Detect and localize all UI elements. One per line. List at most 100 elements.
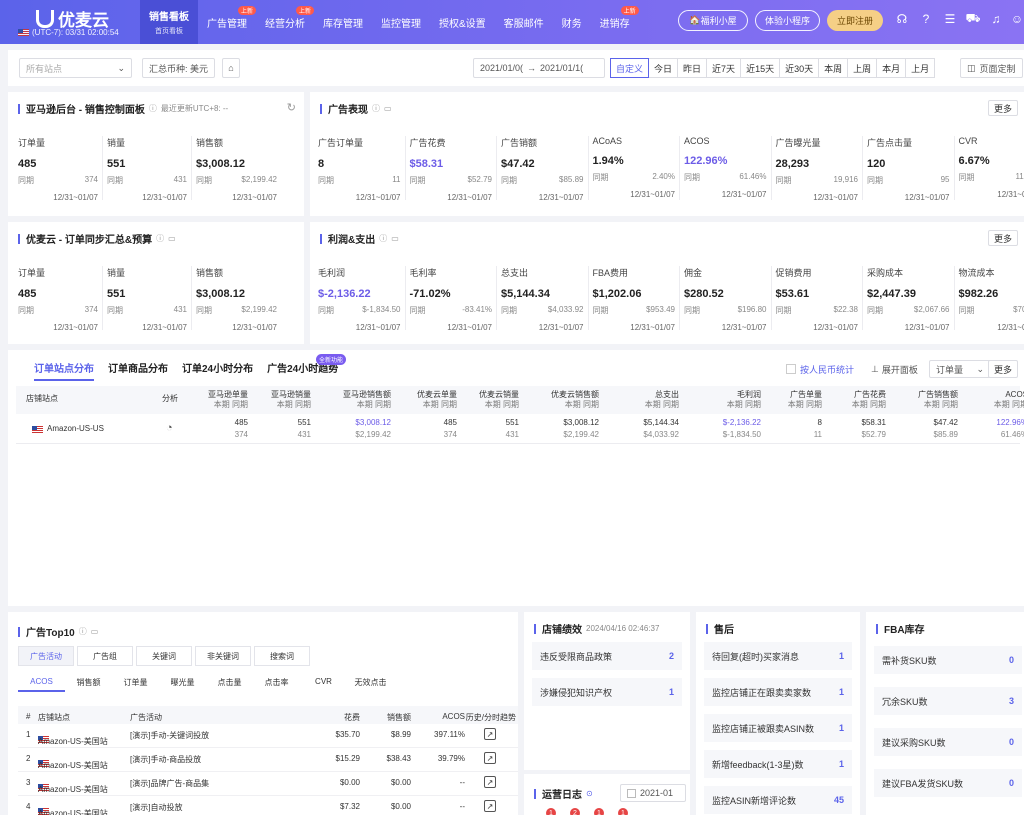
trend-chart-icon[interactable]: ↗: [484, 728, 496, 740]
help-icon[interactable]: ⓘ: [156, 234, 165, 243]
trend-chart-icon[interactable]: ↗: [484, 800, 496, 812]
nav-item-5[interactable]: 授权&设置: [430, 0, 495, 44]
trend-chart-icon[interactable]: ↗: [484, 776, 496, 788]
video-icon[interactable]: ▭: [384, 104, 392, 113]
nav-item-3[interactable]: 库存管理: [314, 0, 372, 44]
table-row[interactable]: 4 Amazon-US-美国站 [演示]自动投放 $7.32 $0.00 -- ↗: [18, 796, 518, 815]
layout-icon: ◫: [967, 62, 976, 73]
trend-chart-icon[interactable]: ↗: [484, 752, 496, 764]
refresh-icon[interactable]: ↻: [286, 102, 296, 114]
currency-select[interactable]: 汇总币种: 美元: [142, 58, 216, 78]
table-row[interactable]: 3 Amazon-US-美国站 [演示]品牌广告-商品集 $0.00 $0.00 -- ↗: [18, 772, 518, 796]
top10-metric-tab[interactable]: 点击率: [264, 678, 289, 687]
top10-metric-tab[interactable]: 点击量: [217, 678, 242, 687]
profit-more-button[interactable]: 更多: [987, 230, 1018, 246]
month-picker[interactable]: 2021-01: [620, 784, 686, 802]
pie-chart-icon[interactable]: ◔: [166, 422, 173, 434]
date-shortcut-button[interactable]: 上周: [848, 58, 878, 78]
top10-type-tab[interactable]: 广告组: [77, 646, 133, 666]
metric-select[interactable]: 订单量 ⌄: [929, 360, 991, 378]
dist-tab[interactable]: 订单24小时分布: [182, 364, 254, 375]
list-item-label: 待回复(超时)买家消息: [712, 651, 799, 662]
top10-type-tab[interactable]: 非关键词: [195, 646, 251, 666]
help-icon[interactable]: ⓘ: [379, 234, 388, 243]
top10-metric-tab[interactable]: 无效点击: [354, 678, 387, 687]
list-item[interactable]: 冗余SKU数 3: [874, 687, 1022, 715]
site-name: Amazon-US-美国站: [38, 737, 108, 746]
video-icon[interactable]: ▭: [391, 234, 399, 243]
list-item[interactable]: 涉嫌侵犯知识产权 1: [532, 678, 682, 706]
nav-item-7[interactable]: 财务: [553, 0, 591, 44]
list-item[interactable]: 监控ASIN新增评论数 45: [704, 786, 852, 814]
list-item[interactable]: 违反受限商品政策 2: [532, 642, 682, 670]
dist-tab[interactable]: 广告24小时趋势: [267, 364, 339, 375]
top10-metric-tab[interactable]: 销售额: [76, 678, 101, 687]
list-item-count: 1: [838, 687, 844, 697]
list-item[interactable]: 建议采购SKU数 0: [874, 728, 1022, 756]
calendar-icon: [627, 788, 636, 798]
help-icon[interactable]: ⓘ: [148, 104, 157, 113]
date-shortcut-button[interactable]: 昨日: [678, 58, 708, 78]
top10-metric-tab[interactable]: ACOS: [18, 677, 65, 692]
list-item-count: 3: [1008, 696, 1014, 706]
message-icon[interactable]: ☰: [944, 12, 956, 26]
list-item[interactable]: 建议FBA发货SKU数 0: [874, 769, 1022, 797]
table-row[interactable]: 2 Amazon-US-美国站 [演示]手动-商品投放 $15.29 $38.43 39.…: [18, 748, 518, 772]
ads-more-button[interactable]: 更多: [987, 100, 1018, 116]
calendar-count-badge: 1: [618, 808, 628, 815]
list-item[interactable]: 新增feedback(1-3星)数 1: [704, 750, 852, 778]
top10-type-tab[interactable]: 搜索词: [254, 646, 310, 666]
nav-item-0[interactable]: 销售看板 首页看板: [140, 0, 198, 44]
list-item[interactable]: 监控店铺正在跟卖卖家数 1: [704, 678, 852, 706]
bell-icon[interactable]: ♫: [991, 12, 1001, 26]
table-row[interactable]: 1 Amazon-US-美国站 [演示]手动-关键词投放 $35.70 $8.99 397…: [18, 724, 518, 748]
date-shortcut-button[interactable]: 本月: [877, 58, 907, 78]
list-item[interactable]: 监控店铺正被跟卖ASIN数 1: [704, 714, 852, 742]
checkbox[interactable]: [786, 364, 796, 374]
video-icon[interactable]: ▭: [90, 627, 99, 636]
date-shortcut-button[interactable]: 本周: [819, 58, 849, 78]
home-icon[interactable]: ⌂: [222, 58, 240, 78]
top10-type-tab[interactable]: 关键词: [136, 646, 192, 666]
dist-tab[interactable]: 订单商品分布: [108, 364, 168, 375]
cart-icon[interactable]: ⛟: [965, 11, 981, 25]
miniapp-button[interactable]: 体验小程序: [755, 10, 820, 31]
dist-tab[interactable]: 订单站点分布: [34, 360, 94, 381]
nav-item-8[interactable]: 进销存 上新: [591, 0, 639, 44]
top10-type-tab[interactable]: 广告活动: [18, 646, 74, 666]
user-icon[interactable]: ☺: [1010, 12, 1024, 26]
nav-item-2[interactable]: 经营分析 上新: [256, 0, 314, 44]
help-icon[interactable]: ⓘ: [78, 627, 87, 636]
register-button[interactable]: 立即注册: [827, 10, 883, 31]
nav-item-6[interactable]: 客服邮件: [495, 0, 553, 44]
nav-item-1[interactable]: 广告管理 上新: [198, 0, 256, 44]
date-range-picker[interactable]: 2021/01/0(→ 2021/01/1(: [473, 58, 605, 78]
top10-metric-tab[interactable]: 订单量: [123, 678, 148, 687]
service-icon[interactable]: ☊: [896, 12, 908, 26]
current-value: 8: [817, 418, 822, 427]
help-icon[interactable]: ⓘ: [372, 104, 380, 113]
rmb-toggle[interactable]: 按人民币统计: [780, 360, 861, 378]
date-shortcut-button[interactable]: 近7天: [707, 58, 742, 78]
site-select[interactable]: 所有站点 ⌄: [19, 58, 132, 78]
list-item[interactable]: 待回复(超时)买家消息 1: [704, 642, 852, 670]
video-icon[interactable]: ▭: [168, 234, 176, 243]
welfare-button[interactable]: 🏠 福利小屋: [678, 10, 748, 31]
top10-metric-tab[interactable]: 曝光量: [170, 678, 195, 687]
top10-metric-tab[interactable]: CVR: [315, 677, 332, 686]
date-shortcut-button[interactable]: 今日: [649, 58, 679, 78]
date-shortcut-button[interactable]: 近15天: [741, 58, 781, 78]
page-custom-button[interactable]: ◫ 页面定制: [960, 58, 1023, 78]
nav-item-4[interactable]: 监控管理: [372, 0, 430, 44]
date-shortcut-button[interactable]: 自定义: [610, 58, 650, 78]
expand-panel-button[interactable]: ⊥ 展开面板: [865, 360, 924, 378]
date-shortcut-button[interactable]: 近30天: [780, 58, 820, 78]
list-item[interactable]: 需补货SKU数 0: [874, 646, 1022, 674]
compare-label: 同期: [867, 306, 883, 315]
help-icon[interactable]: ?: [922, 12, 930, 26]
table-row[interactable]: Amazon-US-US ◔ 485 374 551 431 $3,008.12 $2,199…: [16, 414, 1024, 444]
brand-logo[interactable]: 优麦云: [36, 6, 109, 31]
dist-more-button[interactable]: 更多: [987, 360, 1018, 378]
date-shortcut-button[interactable]: 上月: [906, 58, 936, 78]
info-icon[interactable]: ⊙: [586, 789, 593, 798]
